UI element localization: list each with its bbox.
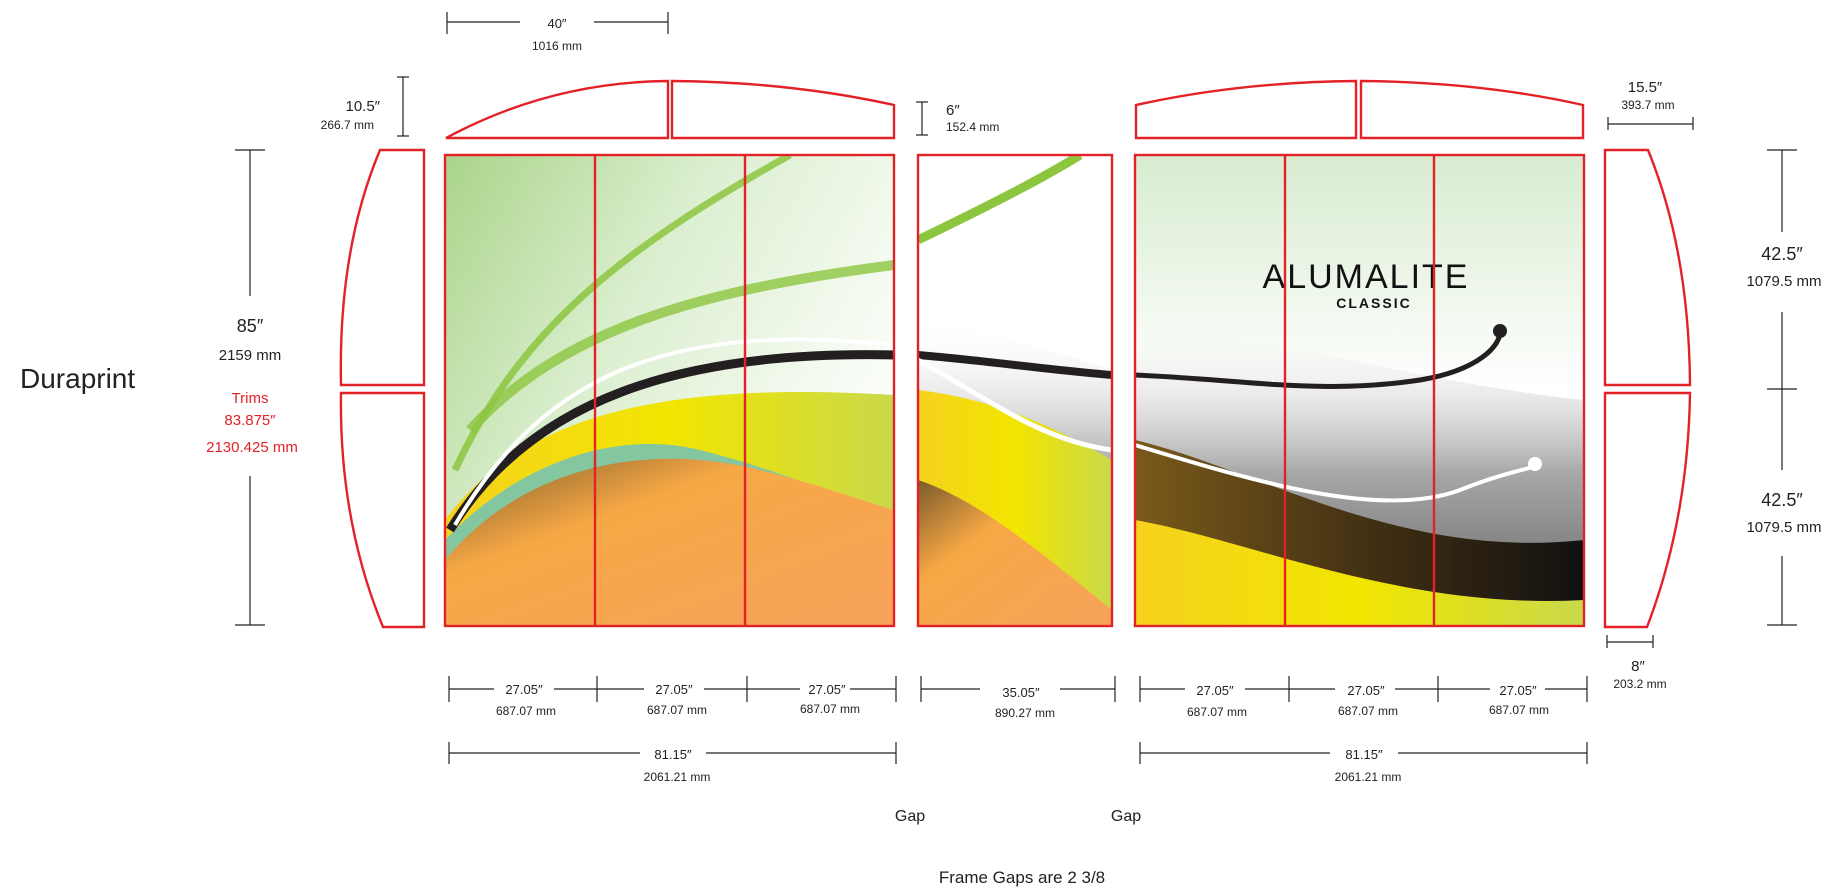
panel-2-mm: 687.07 mm: [647, 703, 707, 717]
panel-7-in: 27.05″: [1499, 683, 1537, 698]
panel-4-mm: 890.27 mm: [995, 706, 1055, 720]
panel-2-in: 27.05″: [655, 682, 693, 697]
right-group-mm: 2061.21 mm: [1335, 770, 1402, 784]
frame-outlines: [339, 79, 1692, 629]
right-upper-in: 42.5″: [1761, 244, 1803, 264]
dimension-labels: 40″ 1016 mm 10.5″ 266.7 mm 6″ 152.4 mm 1…: [20, 16, 1822, 887]
frame-gaps-note: Frame Gaps are 2 3/8: [939, 868, 1105, 887]
panel-6-in: 27.05″: [1347, 683, 1385, 698]
center-header-h-in: 6″: [946, 102, 960, 119]
center-header-h-mm: 152.4 mm: [946, 120, 999, 134]
panel-7-mm: 687.07 mm: [1489, 703, 1549, 717]
panel-6-mm: 687.07 mm: [1338, 704, 1398, 718]
end-cap-w-mm: 203.2 mm: [1613, 677, 1666, 691]
right-group-in: 81.15″: [1345, 747, 1383, 762]
product-label: Duraprint: [20, 363, 135, 394]
panel-4-in: 35.05″: [1002, 685, 1040, 700]
left-group-in: 81.15″: [654, 747, 692, 762]
right-header-w-mm: 393.7 mm: [1621, 98, 1674, 112]
trims-label: Trims: [232, 390, 269, 407]
left-header-h-mm: 266.7 mm: [321, 118, 374, 132]
dimension-lines: [235, 12, 1797, 764]
brand-logo-text: ALUMALITE: [1263, 258, 1470, 296]
panel-1-in: 27.05″: [505, 682, 543, 697]
left-header-h-in: 10.5″: [345, 98, 380, 115]
end-cap-w-in: 8″: [1631, 658, 1645, 675]
panel-3-in: 27.05″: [808, 682, 846, 697]
right-lower-in: 42.5″: [1761, 490, 1803, 510]
gap-label-right: Gap: [1111, 808, 1141, 825]
trims-mm: 2130.425 mm: [206, 439, 298, 456]
left-graphic: [445, 155, 894, 626]
right-lower-mm: 1079.5 mm: [1746, 519, 1821, 536]
total-height-in: 85″: [237, 316, 264, 336]
trims-in: 83.875″: [224, 412, 276, 429]
right-graphic: [1135, 155, 1584, 626]
center-graphic: [918, 155, 1112, 626]
total-height-mm: 2159 mm: [219, 347, 282, 364]
right-header-w-in: 15.5″: [1628, 79, 1663, 96]
panel-3-mm: 687.07 mm: [800, 702, 860, 716]
gap-label-left: Gap: [895, 808, 925, 825]
right-upper-mm: 1079.5 mm: [1746, 273, 1821, 290]
top-width-in: 40″: [547, 16, 566, 31]
panel-5-in: 27.05″: [1196, 683, 1234, 698]
brand-sub-text: CLASSIC: [1336, 295, 1411, 311]
top-width-mm: 1016 mm: [532, 39, 582, 53]
left-group-mm: 2061.21 mm: [644, 770, 711, 784]
panel-5-mm: 687.07 mm: [1187, 705, 1247, 719]
panel-1-mm: 687.07 mm: [496, 704, 556, 718]
